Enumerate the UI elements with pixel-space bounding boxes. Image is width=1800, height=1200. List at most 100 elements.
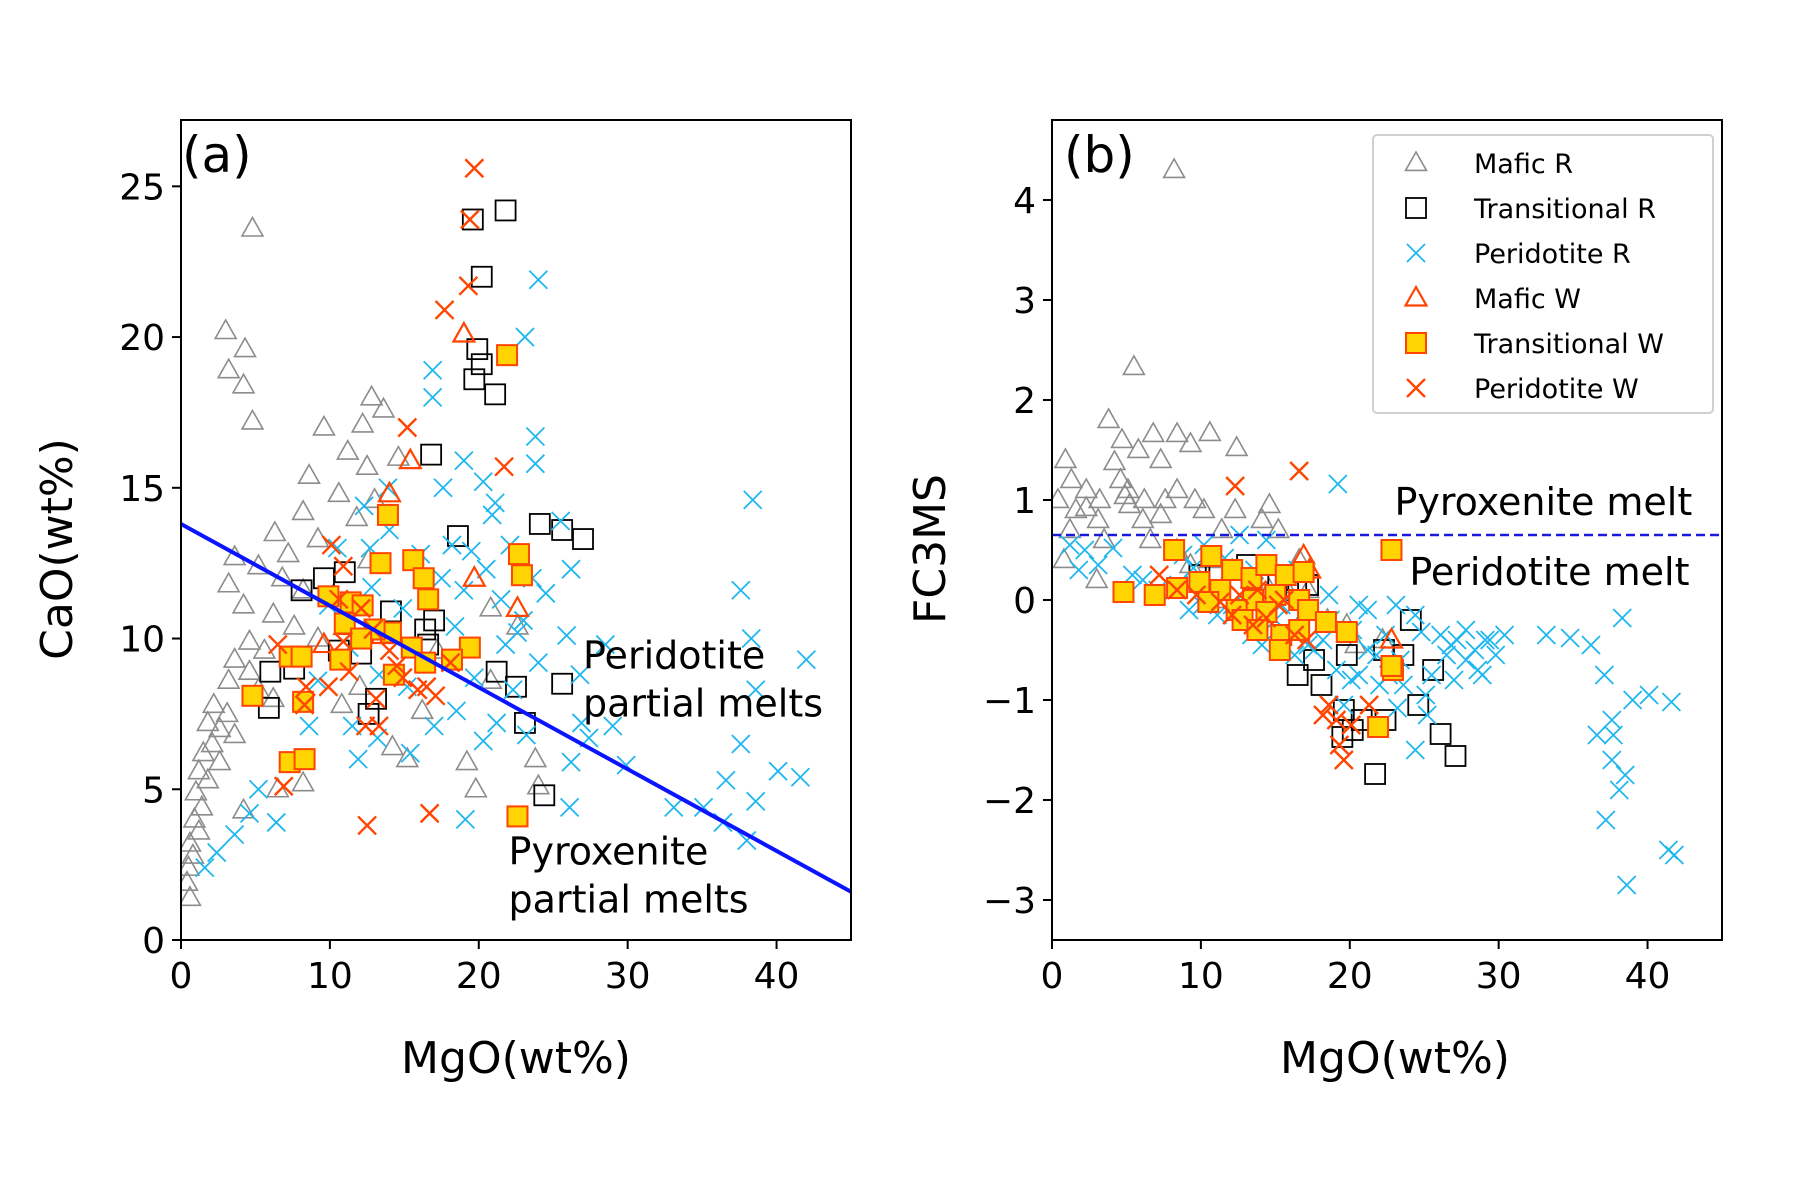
series-peridotite-w	[1149, 461, 1379, 770]
point-peridotite-r	[1536, 625, 1556, 645]
point-transitional-r	[447, 525, 469, 547]
point-peridotite-w	[494, 456, 514, 477]
point-peridotite-w	[397, 417, 418, 438]
point-peridotite-w	[1243, 615, 1263, 635]
point-transitional-r	[1286, 664, 1309, 686]
point-mafic-r	[327, 481, 351, 503]
legend-label: Peridotite R	[1474, 239, 1631, 270]
point-transitional-r	[1310, 674, 1333, 696]
point-peridotite-w	[318, 676, 339, 697]
point-peridotite-r	[716, 770, 736, 790]
series-mafic-r	[1052, 157, 1395, 654]
point-peridotite-r	[1103, 538, 1123, 558]
point-peridotite-r	[1661, 692, 1682, 712]
point-peridotite-r	[1417, 705, 1437, 725]
point-peridotite-r	[1328, 474, 1348, 494]
point-mafic-r	[1266, 517, 1291, 539]
x-tick-label: 30	[605, 956, 651, 997]
point-mafic-r	[1096, 407, 1121, 429]
point-peridotite-w	[1167, 580, 1187, 600]
panel-a-chart: (a) MgO(wt%) CaO(wt%) 0 10 20 30 40 0 5 10 15 20 2…	[32, 119, 852, 1084]
point-mafic-r	[380, 734, 405, 756]
point-peridotite-r	[1436, 645, 1457, 665]
point-peridotite-r	[1075, 540, 1095, 560]
point-mafic-r	[237, 628, 262, 650]
point-peridotite-r	[461, 541, 481, 561]
point-mafic-r	[306, 526, 330, 548]
point-peridotite-r	[790, 767, 811, 787]
point-mafic-r	[1250, 507, 1274, 529]
point-transitional-r	[484, 383, 507, 406]
point-mafic-r	[371, 396, 396, 418]
point-mafic-r	[222, 722, 247, 744]
y-tick-label: 4	[1013, 181, 1036, 222]
point-peridotite-r	[433, 478, 453, 498]
legend-item-peridotite-r: Peridotite R	[1406, 239, 1631, 270]
point-mafic-r	[207, 749, 232, 771]
point-transitional-w	[1314, 611, 1337, 633]
point-peridotite-r	[1326, 660, 1347, 680]
point-peridotite-r	[525, 426, 545, 447]
point-mafic-r	[200, 731, 225, 753]
point-mafic-r	[1209, 517, 1234, 539]
point-peridotite-w	[1296, 630, 1317, 650]
point-peridotite-r	[1444, 670, 1464, 690]
point-mafic-r	[1192, 497, 1216, 519]
point-peridotite-w	[366, 688, 386, 709]
legend-marker	[1405, 197, 1427, 219]
legend-label: Mafic R	[1474, 149, 1573, 180]
point-peridotite-r	[400, 743, 420, 763]
point-mafic-r	[478, 595, 503, 617]
point-mafic-r	[1122, 354, 1146, 376]
point-peridotite-r	[195, 858, 215, 878]
point-peridotite-r	[266, 812, 286, 833]
point-transitional-w	[241, 684, 264, 707]
point-peridotite-r	[495, 634, 516, 655]
point-transitional-w	[510, 564, 533, 587]
point-mafic-r	[355, 454, 379, 475]
point-transitional-w	[412, 567, 435, 590]
point-peridotite-r	[485, 493, 505, 513]
point-mafic-r	[1141, 421, 1166, 443]
point-transitional-w	[1255, 554, 1278, 576]
point-mafic-r	[1074, 495, 1099, 517]
point-peridotite-w	[1186, 585, 1207, 605]
point-peridotite-r	[746, 680, 766, 700]
point-peridotite-r	[1358, 600, 1378, 620]
point-peridotite-r	[1411, 622, 1431, 642]
point-transitional-r	[313, 567, 335, 590]
point-transitional-r	[333, 561, 356, 584]
annotation-1: Peridotite melt	[1409, 550, 1689, 594]
divider-line	[181, 522, 851, 894]
point-peridotite-w	[434, 300, 455, 320]
y-tick-label: 25	[119, 167, 165, 208]
point-peridotite-r	[737, 830, 757, 851]
point-mafic-r	[312, 414, 336, 436]
point-peridotite-r	[570, 665, 590, 685]
annotation-0: Peridotite partial melts	[583, 634, 823, 726]
series-transitional-r	[257, 199, 594, 807]
legend-item-transitional-r: Transitional R	[1405, 194, 1656, 225]
point-mafic-r	[350, 411, 375, 433]
x-tick-label: 0	[170, 956, 193, 997]
point-mafic-r	[1059, 467, 1084, 489]
point-peridotite-r	[455, 809, 476, 830]
point-peridotite-r	[1581, 635, 1601, 655]
point-transitional-r	[461, 208, 484, 231]
point-peridotite-r	[741, 628, 761, 649]
point-transitional-r	[466, 338, 489, 361]
point-peridotite-r	[424, 716, 444, 736]
point-peridotite-r	[1560, 628, 1580, 648]
point-mafic-r	[359, 384, 384, 406]
point-mafic-r	[261, 601, 286, 623]
panel-a-y-axis-label: CaO(wt%)	[32, 438, 83, 660]
point-peridotite-r	[422, 387, 443, 407]
point-peridotite-r	[664, 797, 684, 817]
point-peridotite-r	[1349, 595, 1369, 615]
legend: Mafic R Transitional R Peridotite R Mafic W…	[1372, 134, 1714, 414]
point-peridotite-r	[1468, 660, 1488, 680]
panel-b-label: (b)	[1064, 126, 1135, 184]
panel-a-plot-area	[181, 158, 851, 907]
point-peridotite-r	[561, 752, 581, 772]
